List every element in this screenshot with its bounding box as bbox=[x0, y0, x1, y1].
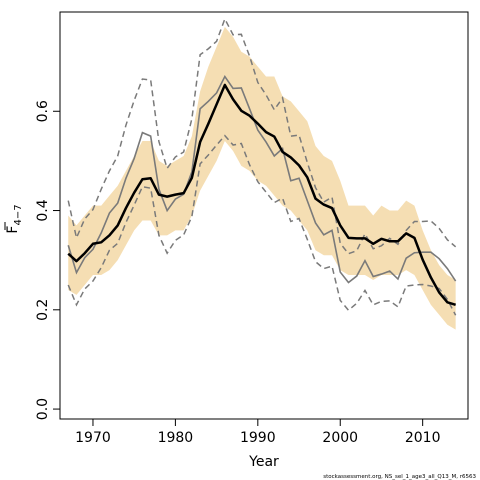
y-tick-label: 0.2 bbox=[35, 299, 51, 321]
estimate-line bbox=[67, 83, 456, 307]
x-tick-label: 1980 bbox=[158, 430, 194, 446]
y-tick-label: 0.0 bbox=[35, 398, 51, 420]
x-tick-label: 1970 bbox=[75, 430, 111, 446]
plot-area bbox=[67, 17, 457, 330]
y-axis-title-main: F bbox=[5, 226, 21, 234]
x-tick-label: 2000 bbox=[322, 430, 358, 446]
plot-frame bbox=[59, 11, 469, 420]
svg-text:F4−7: F4−7 bbox=[5, 204, 24, 233]
y-axis-title: F4−7 bbox=[4, 204, 24, 234]
x-axis: 1970 1980 1990 2000 2010 bbox=[75, 419, 440, 446]
y-tick-label: 0.4 bbox=[35, 199, 51, 221]
y-axis-title-subscript: 4−7 bbox=[13, 204, 24, 225]
y-tick-label: 0.6 bbox=[35, 100, 51, 122]
x-tick-label: 2010 bbox=[405, 430, 441, 446]
previous-lower-dashed-line bbox=[67, 134, 457, 316]
previous-upper-dashed-line bbox=[67, 17, 457, 255]
confidence-band bbox=[68, 26, 456, 330]
x-axis-title: Year bbox=[248, 454, 279, 470]
previous-estimate-line bbox=[67, 74, 457, 284]
x-tick-label: 1990 bbox=[240, 430, 276, 446]
credit-text: stockassessment.org, NS_sel_1_age3_all_Q… bbox=[323, 474, 476, 480]
y-axis: 0.0 0.2 0.4 0.6 bbox=[35, 100, 60, 420]
